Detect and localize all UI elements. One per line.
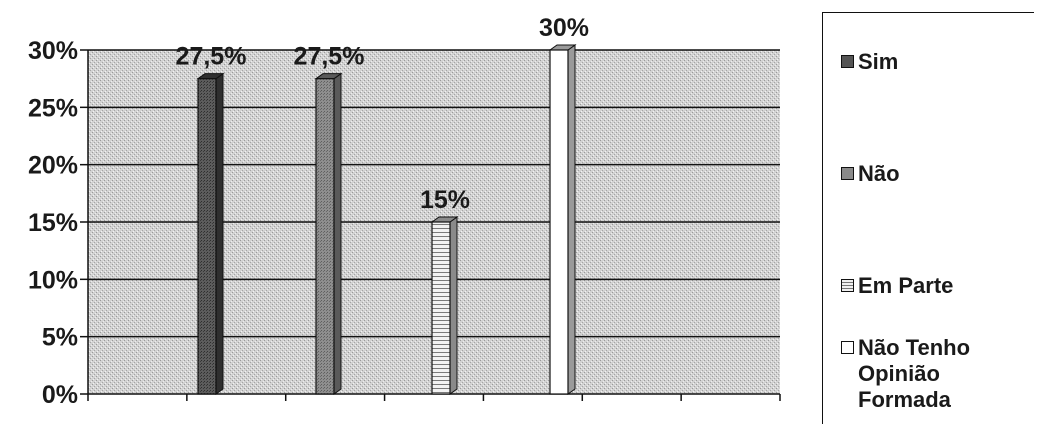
bar [431,221,451,395]
y-tick-label: 0% [42,381,78,409]
legend-label-nao: Não [858,161,900,186]
y-tick-label: 25% [28,94,78,122]
data-label: 27,5% [294,43,365,71]
data-label: 15% [420,186,470,214]
chart-legend: Sim Não Em Parte Não Tenho Opinião Forma… [822,12,1034,424]
bar-side [567,44,576,395]
legend-swatch-em-parte [841,279,854,292]
bar-side [215,72,224,395]
bar [315,78,335,395]
legend-swatch-sim [841,55,854,68]
legend-swatch-nao-tenho-opiniao [841,341,854,354]
legend-item-nao-tenho-opiniao: Não Tenho Opinião Formada [841,335,1028,413]
y-tick-label: 15% [28,209,78,237]
legend-label-sim: Sim [858,49,899,74]
legend-label-nao-tenho-opiniao: Não Tenho Opinião Formada [858,335,971,412]
y-tick-label: 20% [28,152,78,180]
bar-side [333,72,342,395]
y-tick-label: 5% [42,324,78,352]
y-tick-label: 10% [28,266,78,294]
legend-item-sim: Sim [841,49,1028,75]
bar-side [449,216,458,395]
bar [197,78,217,395]
legend-item-em-parte: Em Parte [841,273,1028,299]
legend-label-em-parte: Em Parte [858,273,954,298]
legend-swatch-nao [841,167,854,180]
data-label: 30% [539,14,589,42]
y-tick-label: 30% [28,37,78,65]
bar [549,49,569,395]
legend-item-nao: Não [841,161,1028,187]
data-label: 27,5% [176,43,247,71]
